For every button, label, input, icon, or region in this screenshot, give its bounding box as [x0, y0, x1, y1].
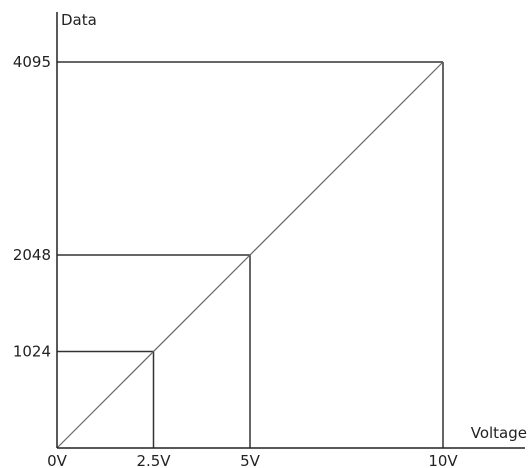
- y-tick-label: 1024: [13, 342, 51, 360]
- x-tick-label: 5V: [240, 452, 261, 468]
- x-axis-label: Voltage: [471, 424, 527, 442]
- x-tick-label: 10V: [428, 452, 458, 468]
- y-tick-label: 4095: [13, 53, 51, 71]
- x-tick-label: 0V: [47, 452, 68, 468]
- reference-guides: [57, 61, 444, 448]
- series-line: [56, 61, 444, 449]
- y-tick-label: 2048: [13, 246, 51, 264]
- tick-labels: 0V 2.5V 5V 10V 1024 2048 4095: [13, 53, 459, 468]
- x-tick-label: 2.5V: [136, 452, 171, 468]
- y-axis-label: Data: [61, 11, 97, 29]
